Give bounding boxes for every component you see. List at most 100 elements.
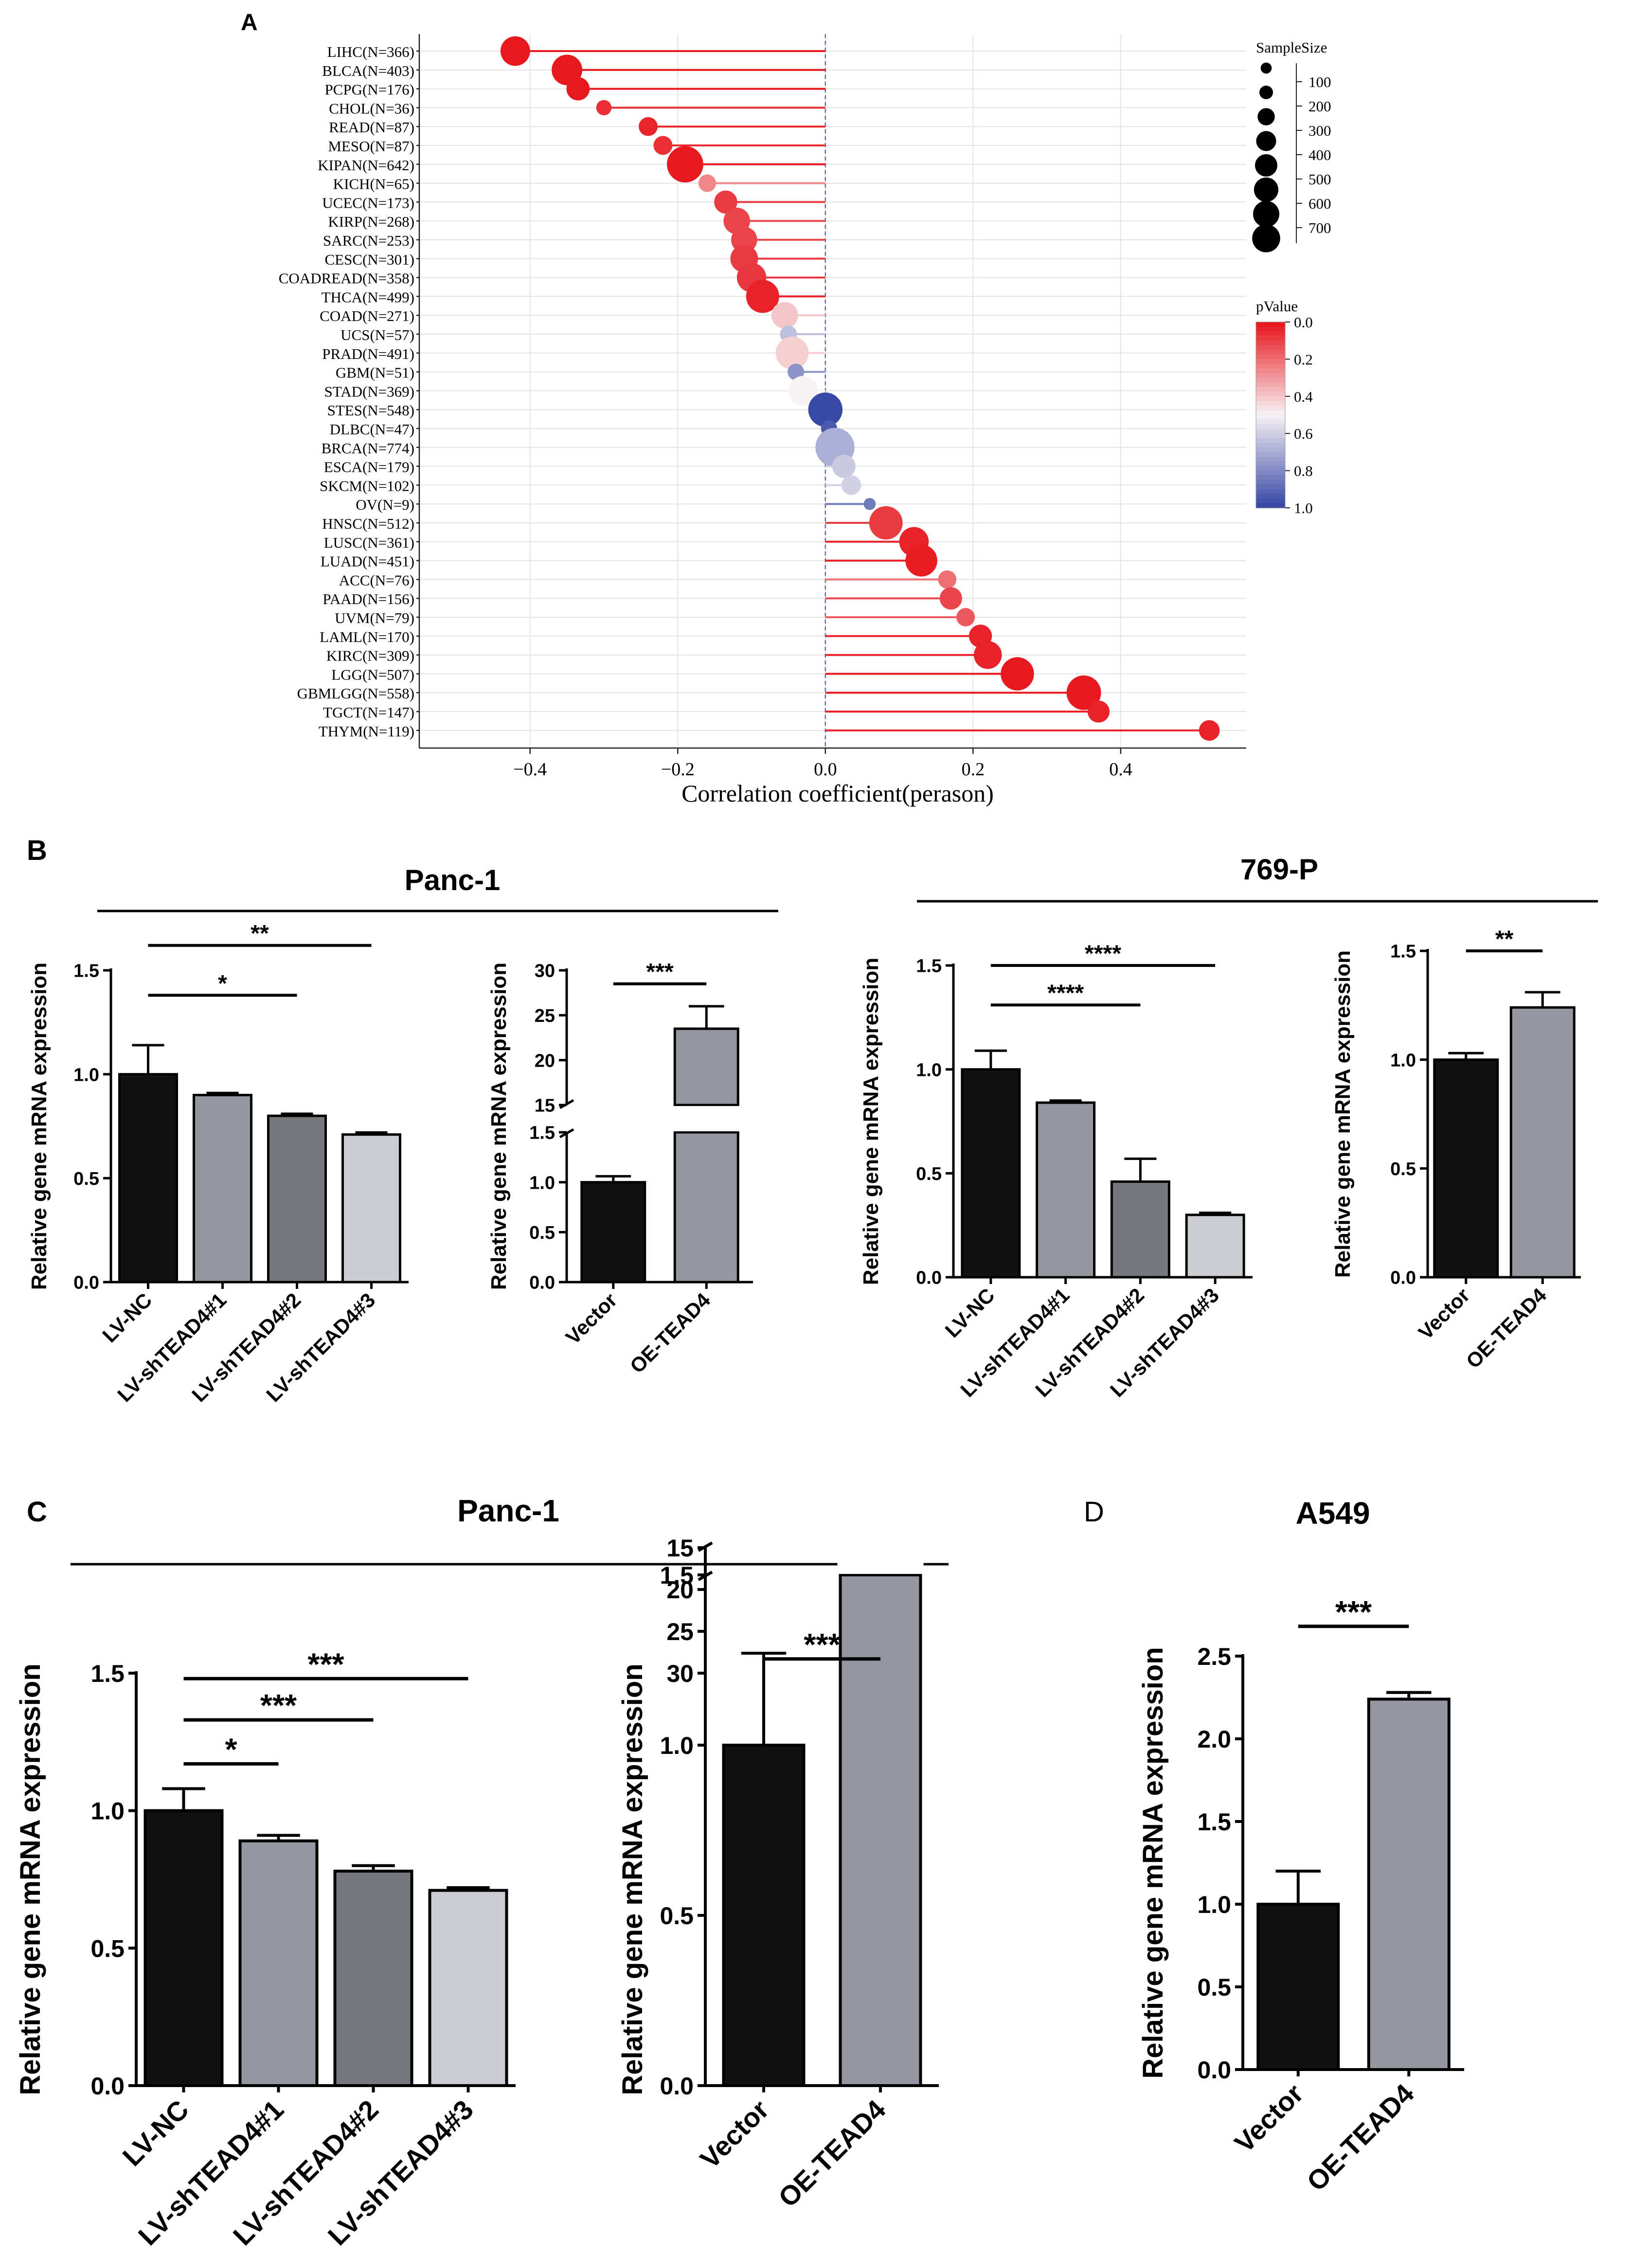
color-legend-swatch <box>1256 475 1285 481</box>
bar <box>1509 1006 1576 1279</box>
lollipop-point <box>746 280 779 313</box>
color-legend-swatch <box>1256 336 1285 341</box>
bar-break-gap <box>837 1549 924 1574</box>
category-label: TGCT(N=147) <box>323 704 414 721</box>
bar-chart: 0.0 0.5 1.0 1.5 Relative gene mRNA expressio… <box>859 941 1253 1401</box>
category-label: READ(N=87) <box>329 119 414 136</box>
bar-break-gap <box>672 1106 741 1131</box>
size-legend-title: SampleSize <box>1256 39 1327 56</box>
category-label: CESC(N=301) <box>324 251 414 268</box>
color-legend-swatch <box>1256 447 1285 453</box>
color-legend-swatch <box>1256 489 1285 495</box>
category-label: STAD(N=369) <box>324 383 415 400</box>
bar-chart-broken-axis: 0.0 0.5 1.0 1.515 20 25 30 Relative gene mRNA e… <box>617 1535 939 2213</box>
category-label: SARC(N=253) <box>323 232 414 249</box>
y-tick-label: 0.5 <box>1390 1159 1416 1179</box>
lollipop-point <box>863 498 876 510</box>
bar <box>333 1870 413 2088</box>
size-legend-label: 700 <box>1308 219 1331 236</box>
x-tick-label: LV-NC <box>941 1284 999 1342</box>
color-legend-swatch <box>1256 410 1285 415</box>
color-legend-swatch <box>1256 368 1285 374</box>
x-axis-label: Correlation coefficient(perason) <box>681 780 994 807</box>
lollipop-point <box>1066 675 1101 710</box>
bar-upper-segment <box>673 1027 739 1107</box>
color-legend-label: 0.4 <box>1294 388 1313 405</box>
category-label: CHOL(N=36) <box>329 100 414 117</box>
y-tick-label: 25 <box>666 1618 694 1645</box>
lollipop-point <box>1087 700 1110 723</box>
lollipop-point <box>596 100 612 116</box>
color-legend-swatch <box>1256 503 1285 508</box>
bar <box>267 1114 327 1284</box>
category-label: THYM(N=119) <box>319 723 414 740</box>
color-legend-swatch <box>1256 429 1285 434</box>
lollipop-point <box>905 544 937 577</box>
bar <box>118 1073 178 1284</box>
y-axis-label: Relative gene mRNA expression <box>859 958 883 1285</box>
y-tick-label: 1.5 <box>1197 1808 1231 1836</box>
x-tick-label: −0.4 <box>513 759 547 780</box>
size-legend-label: 600 <box>1308 195 1331 212</box>
lollipop-point <box>653 136 673 155</box>
lollipop-point <box>956 608 975 626</box>
x-tick-label: OE-TEAD4 <box>772 2094 892 2213</box>
category-label: DLBC(N=47) <box>330 421 414 438</box>
color-legend-swatch <box>1256 363 1285 369</box>
category-label: COAD(N=271) <box>320 307 414 324</box>
lollipop-point <box>1001 657 1034 691</box>
category-label: ACC(N=76) <box>339 571 414 589</box>
color-legend-swatch <box>1256 470 1285 476</box>
group-title-769p: 769-P <box>1240 853 1318 886</box>
y-tick-label: 1.0 <box>73 1065 99 1085</box>
y-tick-label: 0.0 <box>529 1273 555 1293</box>
y-axis-label: Relative gene mRNA expression <box>15 1663 46 2095</box>
significance-label: **** <box>1085 941 1121 967</box>
significance-label: *** <box>1335 1594 1372 1629</box>
x-tick-label: OE-TEAD4 <box>626 1288 715 1378</box>
bar <box>1110 1180 1170 1279</box>
category-label: HNSC(N=512) <box>322 515 414 532</box>
y-tick-label: 25 <box>535 1006 555 1026</box>
significance-label: ** <box>251 921 269 947</box>
panel-letter-d: D <box>1084 1496 1104 1528</box>
x-tick-label: 0.0 <box>814 759 837 780</box>
category-label: BLCA(N=403) <box>322 62 414 79</box>
color-legend-swatch <box>1256 331 1285 337</box>
size-legend-label: 300 <box>1308 122 1331 139</box>
lollipop-point <box>832 454 856 478</box>
lollipop-point <box>552 54 583 86</box>
y-tick-label: 0.0 <box>660 2072 694 2100</box>
bar-chart: 0.0 0.5 1.0 1.5 Relative gene mRNA expressio… <box>1331 926 1581 1373</box>
category-label: LGG(N=507) <box>331 666 414 683</box>
category-label: LIHC(N=366) <box>327 43 414 60</box>
color-legend-label: 1.0 <box>1294 500 1313 517</box>
size-legend-dot <box>1254 177 1279 202</box>
category-label: PCPG(N=176) <box>324 81 414 98</box>
x-tick-label: Vector <box>1229 2078 1309 2159</box>
category-label: LUAD(N=451) <box>321 553 414 570</box>
y-tick-label: 0.5 <box>73 1169 99 1189</box>
category-label: COADREAD(N=358) <box>279 270 414 287</box>
color-legend-frame <box>1255 321 1286 508</box>
lollipop-point <box>500 36 530 66</box>
color-legend-swatch <box>1256 340 1285 346</box>
lollipop-point <box>974 641 1002 669</box>
y-tick-label: 15 <box>666 1535 694 1562</box>
y-tick-label: 30 <box>666 1660 694 1687</box>
y-tick-label: 1.5 <box>529 1123 555 1143</box>
y-tick-label: 1.5 <box>1390 942 1416 962</box>
lollipop-chart: −0.4 −0.2 0.0 0.2 0.4 Correlation coefficient… <box>279 34 1331 807</box>
category-label: ESCA(N=179) <box>324 459 414 476</box>
color-legend-swatch <box>1256 322 1285 327</box>
significance-label: *** <box>646 959 674 985</box>
panel-letter-c: C <box>27 1496 47 1528</box>
category-label: UCEC(N=173) <box>322 194 414 211</box>
panel-letter-b: B <box>27 835 47 866</box>
y-tick-label: 20 <box>666 1576 694 1604</box>
bar <box>341 1133 401 1284</box>
x-tick-label: Vector <box>561 1288 622 1349</box>
y-tick-label: 0.0 <box>916 1268 942 1288</box>
significance-label: **** <box>1047 980 1084 1006</box>
